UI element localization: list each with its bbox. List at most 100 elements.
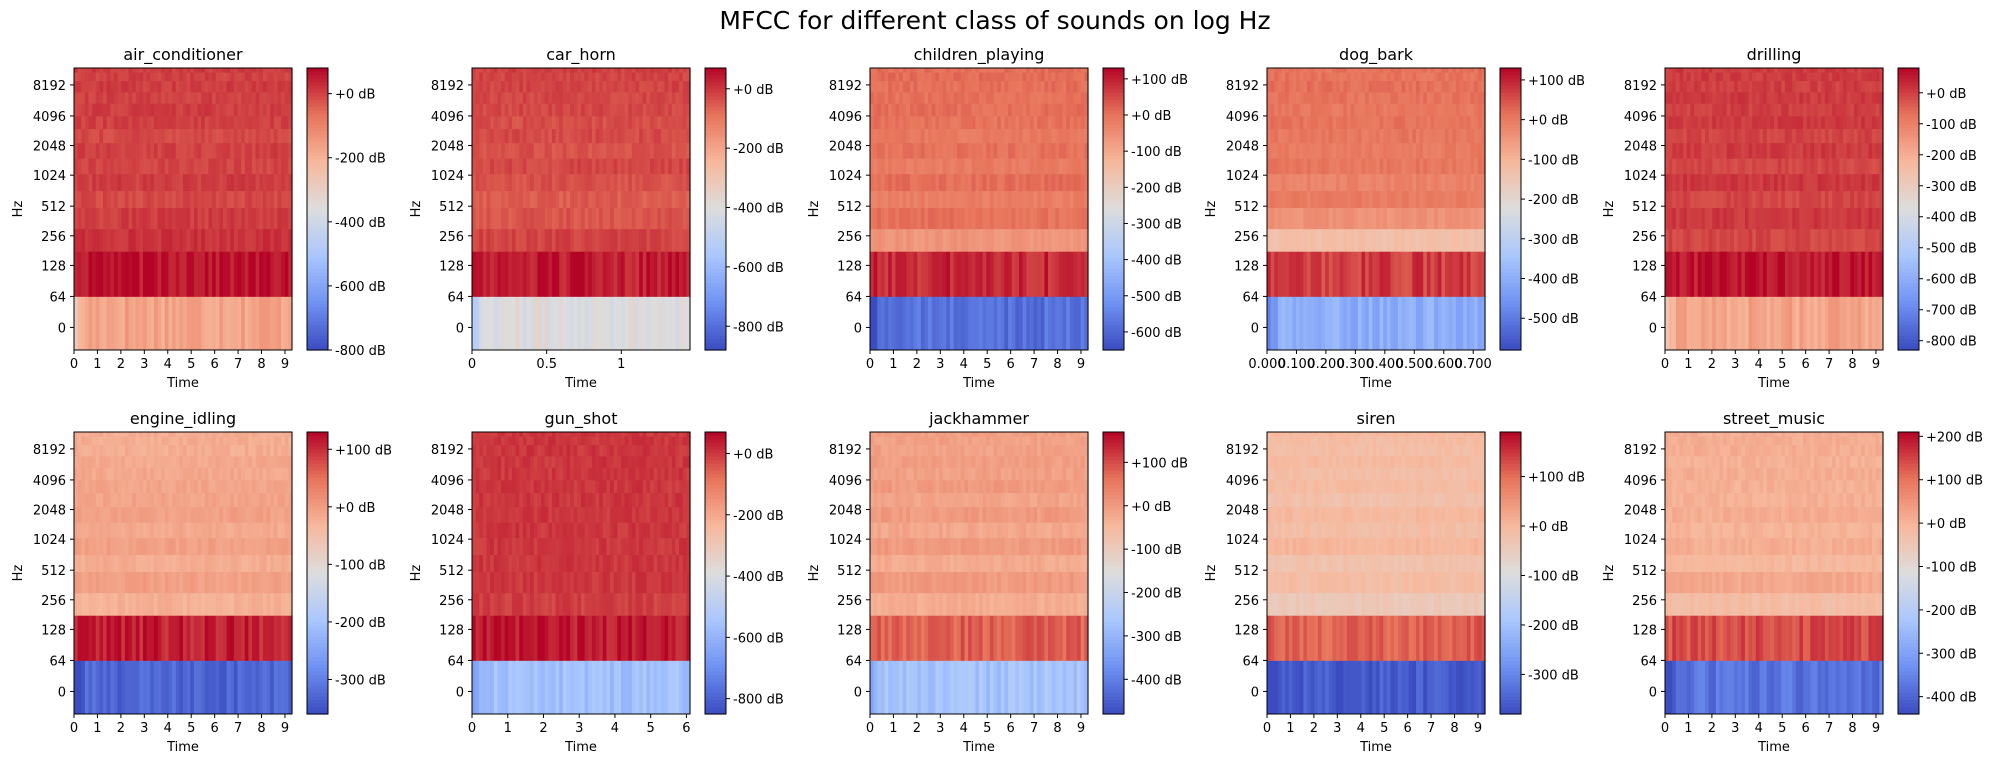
- heatmap-cell: [946, 228, 951, 252]
- heatmap-cell: [1357, 68, 1363, 73]
- heatmap-cell: [924, 128, 929, 144]
- heatmap-cell: [1445, 207, 1450, 230]
- heatmap-cell: [1665, 72, 1670, 82]
- heatmap-cell: [530, 228, 535, 252]
- heatmap-cell: [606, 72, 611, 82]
- colorbar-segment: [307, 300, 328, 305]
- heatmap-cell: [1795, 158, 1801, 175]
- heatmap-cell: [642, 91, 647, 104]
- heatmap-cell: [1267, 80, 1272, 93]
- heatmap-cell: [241, 142, 246, 159]
- heatmap-cell: [110, 115, 115, 130]
- heatmap-cell: [1806, 115, 1811, 130]
- heatmap-cell: [928, 80, 933, 93]
- heatmap-cell: [873, 207, 878, 230]
- heatmap-cell: [1672, 68, 1677, 73]
- colorbar-segment: [307, 99, 328, 104]
- heatmap-cell: [668, 72, 673, 82]
- y-tick-label: 128: [439, 259, 464, 274]
- heatmap-cell: [1441, 207, 1446, 230]
- heatmap-cell: [1781, 142, 1786, 159]
- heatmap-cell: [982, 91, 987, 104]
- heatmap-cell: [1386, 68, 1392, 73]
- heatmap-cell: [1864, 190, 1870, 208]
- heatmap-cell: [1423, 91, 1428, 104]
- heatmap-cell: [639, 103, 644, 117]
- heatmap-cell: [1415, 228, 1421, 252]
- heatmap-cell: [1430, 228, 1435, 252]
- heatmap-cell: [1430, 72, 1435, 82]
- heatmap-cell: [1292, 142, 1297, 159]
- heatmap-cell: [1376, 158, 1381, 175]
- heatmap-cell: [1390, 72, 1395, 82]
- heatmap-cell: [1310, 190, 1315, 208]
- heatmap-cell: [1437, 103, 1442, 117]
- colorbar-segment: [1103, 226, 1124, 231]
- heatmap-cell: [602, 142, 608, 159]
- heatmap-cell: [639, 251, 644, 297]
- heatmap-cell: [121, 103, 126, 117]
- heatmap-cell: [1412, 68, 1417, 73]
- heatmap-cell: [971, 72, 976, 82]
- heatmap-cell: [1679, 103, 1684, 117]
- heatmap-cell: [668, 128, 673, 144]
- heatmap-cell: [486, 103, 491, 117]
- heatmap-cell: [1665, 68, 1670, 73]
- heatmap-cell: [88, 80, 93, 93]
- heatmap-cell: [281, 296, 286, 351]
- heatmap-cell: [201, 142, 206, 159]
- heatmap-cell: [1872, 103, 1877, 117]
- heatmap-cell: [650, 228, 655, 252]
- heatmap-cell: [1296, 173, 1301, 192]
- heatmap-cell: [646, 296, 651, 351]
- heatmap-cell: [208, 228, 213, 252]
- heatmap-cell: [1459, 251, 1464, 297]
- heatmap-cell: [172, 115, 177, 130]
- heatmap-cell: [1029, 228, 1035, 252]
- heatmap-cell: [1080, 103, 1085, 117]
- heatmap-cell: [479, 251, 484, 297]
- heatmap-cell: [939, 80, 944, 93]
- heatmap-cell: [248, 91, 253, 104]
- heatmap-cell: [660, 68, 666, 73]
- heatmap-cell: [537, 80, 542, 93]
- heatmap-cell: [1069, 251, 1075, 297]
- heatmap-cell: [1004, 190, 1009, 208]
- heatmap-cell: [135, 296, 140, 351]
- heatmap-cell: [219, 296, 224, 351]
- heatmap-cell: [1455, 296, 1461, 351]
- heatmap-cell: [533, 128, 538, 144]
- heatmap-cell: [1365, 103, 1370, 117]
- colorbar-segment: [705, 275, 726, 281]
- heatmap-cell: [1011, 68, 1016, 73]
- heatmap-cell: [591, 190, 597, 208]
- heatmap-cell: [1719, 115, 1724, 130]
- heatmap-cell: [1000, 128, 1006, 144]
- heatmap-cell: [1665, 173, 1670, 192]
- heatmap-cell: [1040, 91, 1045, 104]
- heatmap-cell: [1376, 207, 1381, 230]
- heatmap-cell: [1066, 207, 1071, 230]
- heatmap-cell: [1343, 115, 1348, 130]
- heatmap-cell: [1737, 207, 1742, 230]
- heatmap-cell: [252, 91, 257, 104]
- heatmap-cell: [219, 68, 224, 73]
- heatmap-cell: [686, 72, 691, 82]
- heatmap-cell: [909, 72, 915, 82]
- heatmap-cell: [1011, 128, 1016, 144]
- heatmap-cell: [1452, 91, 1457, 104]
- heatmap-cell: [610, 251, 615, 297]
- heatmap-cell: [164, 190, 170, 208]
- heatmap-cell: [497, 228, 502, 252]
- heatmap-cell: [935, 251, 940, 297]
- heatmap-cell: [595, 103, 600, 117]
- heatmap-cell: [650, 72, 655, 82]
- heatmap-cell: [193, 128, 199, 144]
- heatmap-cell: [1675, 80, 1681, 93]
- heatmap-cell: [1675, 72, 1681, 82]
- heatmap-cell: [197, 207, 202, 230]
- heatmap-cell: [1423, 72, 1428, 82]
- heatmap-cell: [472, 128, 477, 144]
- heatmap-cell: [74, 251, 79, 297]
- heatmap-cell: [1397, 80, 1403, 93]
